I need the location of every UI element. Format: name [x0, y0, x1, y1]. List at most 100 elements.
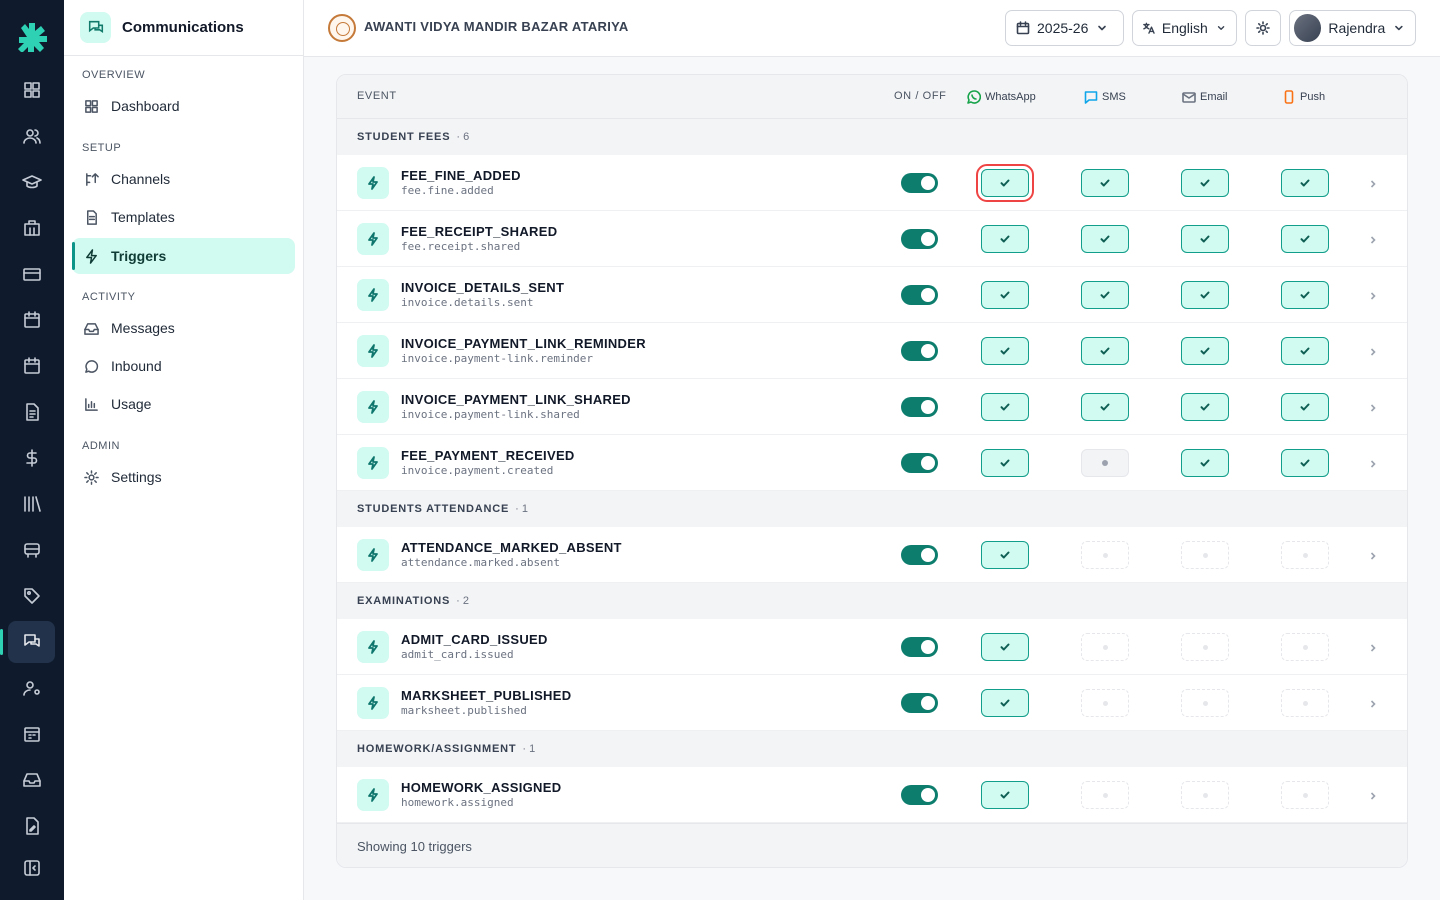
- event-enabled-toggle[interactable]: [901, 785, 938, 805]
- rail-file-edit-icon[interactable]: [12, 806, 52, 846]
- email-channel-checkbox[interactable]: [1181, 337, 1229, 365]
- table-row[interactable]: INVOICE_PAYMENT_LINK_REMINDER invoice.pay…: [337, 323, 1407, 379]
- push-channel-checkbox[interactable]: [1281, 337, 1329, 365]
- rail-collapse-icon[interactable]: [12, 848, 52, 888]
- sidebar-item-channels[interactable]: Channels: [72, 161, 295, 197]
- whatsapp-channel-checkbox[interactable]: [981, 541, 1029, 569]
- whatsapp-channel-checkbox[interactable]: [981, 449, 1029, 477]
- rail-schedule-icon[interactable]: [12, 714, 52, 754]
- chevron-right-icon[interactable]: [1367, 457, 1379, 469]
- whatsapp-channel-checkbox[interactable]: [981, 225, 1029, 253]
- whatsapp-channel-checkbox[interactable]: [981, 781, 1029, 809]
- check-icon: [1099, 401, 1111, 413]
- table-row[interactable]: FEE_PAYMENT_RECEIVED invoice.payment.crea…: [337, 435, 1407, 491]
- language-select[interactable]: English: [1132, 10, 1237, 46]
- theme-toggle-button[interactable]: [1245, 10, 1281, 46]
- section-overview: OVERVIEW: [82, 69, 146, 81]
- event-enabled-toggle[interactable]: [901, 173, 938, 193]
- email-channel-checkbox[interactable]: [1181, 393, 1229, 421]
- chevron-right-icon[interactable]: [1367, 549, 1379, 561]
- whatsapp-channel-checkbox[interactable]: [981, 337, 1029, 365]
- chevron-right-icon[interactable]: [1367, 641, 1379, 653]
- rail-document-icon[interactable]: [12, 392, 52, 432]
- sms-channel-checkbox[interactable]: [1081, 225, 1129, 253]
- table-row[interactable]: HOMEWORK_ASSIGNED homework.assigned: [337, 767, 1407, 823]
- table-row[interactable]: FEE_FINE_ADDED fee.fine.added: [337, 155, 1407, 211]
- sidebar-item-triggers[interactable]: Triggers: [72, 238, 295, 274]
- check-icon: [1199, 457, 1211, 469]
- push-channel-checkbox[interactable]: [1281, 281, 1329, 309]
- rail-dollar-icon[interactable]: [12, 438, 52, 478]
- event-enabled-toggle[interactable]: [901, 453, 938, 473]
- whatsapp-channel-checkbox[interactable]: [981, 281, 1029, 309]
- rail-inbox-icon[interactable]: [12, 760, 52, 800]
- sms-channel-checkbox[interactable]: [1081, 281, 1129, 309]
- rail-library-icon[interactable]: [12, 484, 52, 524]
- check-icon: [1099, 233, 1111, 245]
- check-icon: [1299, 401, 1311, 413]
- sidebar-item-dashboard[interactable]: Dashboard: [72, 88, 295, 124]
- rail-communications-icon[interactable]: [0, 621, 55, 663]
- table-row[interactable]: INVOICE_PAYMENT_LINK_SHARED invoice.payme…: [337, 379, 1407, 435]
- rail-building-icon[interactable]: [12, 208, 52, 248]
- event-key: admit_card.issued: [401, 648, 514, 661]
- push-channel-checkbox[interactable]: [1281, 393, 1329, 421]
- check-icon: [999, 345, 1011, 357]
- rail-card-icon[interactable]: [12, 254, 52, 294]
- email-channel-checkbox[interactable]: [1181, 225, 1229, 253]
- rail-calendar-icon[interactable]: [12, 300, 52, 340]
- chevron-right-icon[interactable]: [1367, 177, 1379, 189]
- chevron-right-icon[interactable]: [1367, 345, 1379, 357]
- whatsapp-channel-checkbox[interactable]: [981, 633, 1029, 661]
- whatsapp-channel-checkbox[interactable]: [981, 393, 1029, 421]
- chevron-right-icon[interactable]: [1367, 789, 1379, 801]
- event-enabled-toggle[interactable]: [901, 341, 938, 361]
- table-row[interactable]: ADMIT_CARD_ISSUED admit_card.issued: [337, 619, 1407, 675]
- rail-calendar-2-icon[interactable]: [12, 346, 52, 386]
- push-channel-checkbox[interactable]: [1281, 449, 1329, 477]
- chevron-down-icon: [1098, 25, 1107, 31]
- sidebar-item-inbound[interactable]: Inbound: [72, 348, 295, 384]
- chevron-right-icon[interactable]: [1367, 233, 1379, 245]
- sms-channel-checkbox[interactable]: [1081, 393, 1129, 421]
- app-logo-icon[interactable]: [16, 20, 48, 52]
- sidebar-item-templates[interactable]: Templates: [72, 199, 295, 235]
- email-channel-checkbox[interactable]: [1181, 169, 1229, 197]
- rail-users-icon[interactable]: [12, 116, 52, 156]
- email-channel-checkbox[interactable]: [1181, 281, 1229, 309]
- sms-channel-checkbox[interactable]: [1081, 169, 1129, 197]
- sidebar-item-settings[interactable]: Settings: [72, 459, 295, 495]
- table-row[interactable]: INVOICE_DETAILS_SENT invoice.details.sent: [337, 267, 1407, 323]
- rail-bus-icon[interactable]: [12, 530, 52, 570]
- chevron-right-icon[interactable]: [1367, 289, 1379, 301]
- event-enabled-toggle[interactable]: [901, 285, 938, 305]
- chevron-right-icon[interactable]: [1367, 697, 1379, 709]
- academic-year-select[interactable]: 2025-26: [1005, 10, 1124, 46]
- table-row[interactable]: MARKSHEET_PUBLISHED marksheet.published: [337, 675, 1407, 731]
- rail-user-settings-icon[interactable]: [12, 668, 52, 708]
- rail-dashboard-icon[interactable]: [12, 70, 52, 110]
- email-channel-checkbox[interactable]: [1181, 449, 1229, 477]
- sidebar-item-messages[interactable]: Messages: [72, 310, 295, 346]
- table-row[interactable]: ATTENDANCE_MARKED_ABSENT attendance.marke…: [337, 527, 1407, 583]
- chevron-right-icon[interactable]: [1367, 401, 1379, 413]
- whatsapp-channel-checkbox[interactable]: [976, 164, 1034, 202]
- avatar: [1294, 14, 1322, 42]
- user-menu-button[interactable]: Rajendra: [1289, 10, 1416, 46]
- push-channel-checkbox[interactable]: [1281, 225, 1329, 253]
- event-enabled-toggle[interactable]: [901, 693, 938, 713]
- table-row[interactable]: FEE_RECEIPT_SHARED fee.receipt.shared: [337, 211, 1407, 267]
- rail-tag-icon[interactable]: [12, 576, 52, 616]
- sms-channel-checkbox[interactable]: [1081, 337, 1129, 365]
- push-channel-checkbox[interactable]: [1281, 169, 1329, 197]
- table-header: EVENT ON / OFF WhatsApp SMS Email Push: [337, 75, 1407, 119]
- sidebar-item-usage[interactable]: Usage: [72, 386, 295, 422]
- event-enabled-toggle[interactable]: [901, 397, 938, 417]
- event-enabled-toggle[interactable]: [901, 637, 938, 657]
- sms-channel-checkbox[interactable]: [1081, 449, 1129, 477]
- whatsapp-channel-checkbox[interactable]: [981, 689, 1029, 717]
- event-enabled-toggle[interactable]: [901, 545, 938, 565]
- rail-graduation-icon[interactable]: [12, 162, 52, 202]
- lightning-icon: [357, 631, 389, 663]
- event-enabled-toggle[interactable]: [901, 229, 938, 249]
